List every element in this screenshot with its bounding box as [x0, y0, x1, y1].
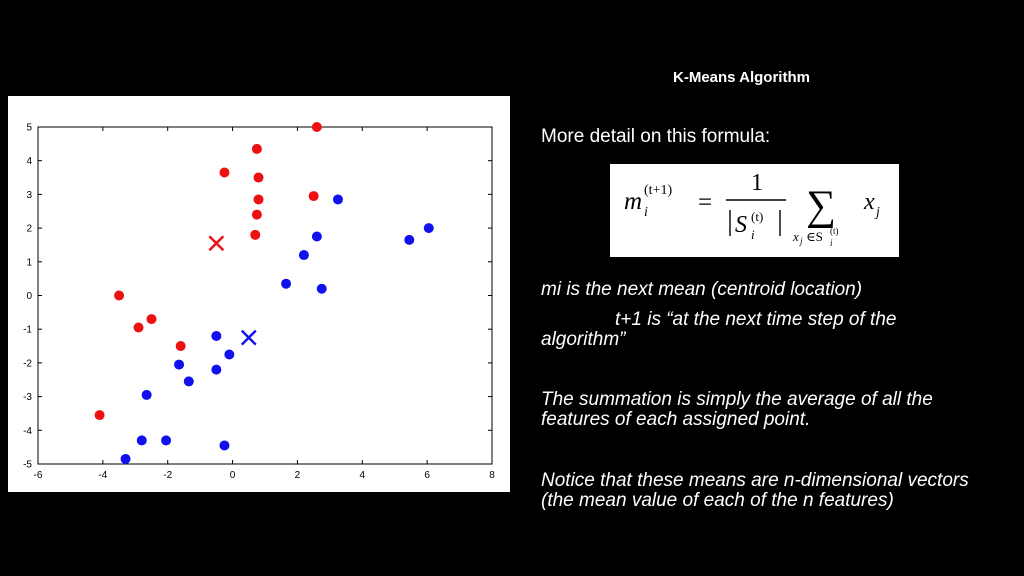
- y-tick-label: -1: [23, 325, 32, 336]
- blue-data-point: [161, 435, 172, 446]
- formula-sum-under-set-sub: i: [830, 238, 833, 248]
- formula-sum-symbol: ∑: [806, 183, 836, 229]
- formula-denominator-sub: i: [751, 227, 755, 242]
- formula-image: m i (t+1) = 1 S i (t) ∑ x j ∈S i (t) x j: [610, 164, 899, 257]
- blue-data-point: [316, 283, 327, 294]
- paragraph-time-step: t+1 is “at the next time step of the alg…: [541, 310, 981, 350]
- red-data-point: [251, 143, 262, 154]
- red-data-point: [311, 122, 322, 132]
- scatter-plot-svg: -6 -4 -2 0 2 4 6 8 5 4 3 2 1 0 -1 -2 -3 -4 -5: [23, 122, 495, 481]
- blue-data-point: [281, 278, 292, 289]
- blue-data-point: [404, 234, 415, 245]
- red-data-point: [251, 209, 262, 220]
- formula-sum-under-var: x: [792, 229, 799, 244]
- paragraph-n-dimensional: Notice that these means are n-dimensiona…: [541, 470, 969, 511]
- x-tick-label: -4: [98, 470, 107, 481]
- blue-centroid-stroke: [240, 329, 257, 346]
- formula-sum-under-set-sup: (t): [830, 226, 839, 236]
- red-data-point: [253, 194, 264, 205]
- blue-data-point: [219, 440, 230, 451]
- formula-term-sub: j: [874, 205, 880, 220]
- y-tick-label: -4: [23, 426, 32, 437]
- x-tick-label: 0: [230, 470, 236, 481]
- formula-lhs-sup: (t+1): [644, 183, 672, 198]
- formula-lhs-base: m: [624, 188, 642, 215]
- blue-data-point: [211, 330, 222, 341]
- red-data-point: [114, 290, 125, 301]
- red-data-point: [219, 167, 230, 178]
- red-centroid-stroke: [208, 235, 225, 252]
- formula-intro: More detail on this formula:: [541, 126, 771, 147]
- y-tick-label: 4: [26, 156, 32, 167]
- red-data-point: [250, 229, 261, 240]
- blue-data-point: [298, 250, 309, 261]
- y-tick-label: -5: [23, 460, 32, 471]
- x-tick-label: 4: [360, 470, 366, 481]
- x-tick-label: 2: [295, 470, 301, 481]
- paragraph-time-step-text: t+1 is “at the next time step of the alg…: [541, 309, 897, 350]
- paragraph-summation: The summation is simply the average of a…: [541, 389, 933, 430]
- y-tick-label: 0: [26, 291, 32, 302]
- blue-data-point: [183, 376, 194, 387]
- y-tick-label: 3: [26, 190, 32, 201]
- x-tick-label: 6: [424, 470, 430, 481]
- plot-frame: [37, 126, 493, 465]
- red-data-point: [253, 172, 264, 183]
- blue-data-point: [224, 349, 235, 360]
- red-data-point: [175, 341, 186, 352]
- formula-denominator-base: S: [735, 212, 747, 238]
- formula-denominator-sup: (t): [751, 209, 763, 224]
- x-tick-label: -2: [163, 470, 172, 481]
- formula-term-base: x: [863, 189, 875, 215]
- red-data-point: [146, 314, 157, 325]
- formula-numerator: 1: [751, 170, 763, 196]
- red-centroid-marker: [208, 235, 225, 252]
- paragraph-next-mean: mi is the next mean (centroid location): [541, 279, 863, 300]
- scatter-plot: -6 -4 -2 0 2 4 6 8 5 4 3 2 1 0 -1 -2 -3 -4 -5: [8, 96, 510, 492]
- x-tick-label: 8: [489, 470, 495, 481]
- blue-data-point: [120, 453, 131, 464]
- red-data-point: [133, 322, 144, 333]
- blue-data-point: [332, 194, 343, 205]
- y-tick-label: 2: [26, 224, 32, 235]
- y-tick-label: 5: [26, 123, 32, 134]
- y-tick-label: -2: [23, 358, 32, 369]
- blue-data-point: [423, 223, 434, 234]
- red-data-point: [308, 191, 319, 202]
- formula-sum-under-set: ∈S: [806, 229, 823, 244]
- blue-data-point: [211, 364, 222, 375]
- blue-centroid-marker: [240, 329, 257, 346]
- kmeans-update-formula: m i (t+1) = 1 S i (t) ∑ x j ∈S i (t) x j: [624, 170, 880, 248]
- y-tick-label: 1: [26, 257, 32, 268]
- red-data-point: [94, 410, 105, 421]
- x-tick-label: -6: [34, 470, 43, 481]
- formula-sum-under-var-sub: j: [799, 236, 803, 246]
- formula-equals: =: [698, 189, 712, 216]
- blue-data-point: [311, 231, 322, 242]
- formula-lhs-sub: i: [644, 205, 648, 220]
- slide-title: K-Means Algorithm: [673, 69, 810, 86]
- blue-data-point: [174, 359, 185, 370]
- blue-data-point: [141, 389, 152, 400]
- blue-data-point: [136, 435, 147, 446]
- y-tick-label: -3: [23, 392, 32, 403]
